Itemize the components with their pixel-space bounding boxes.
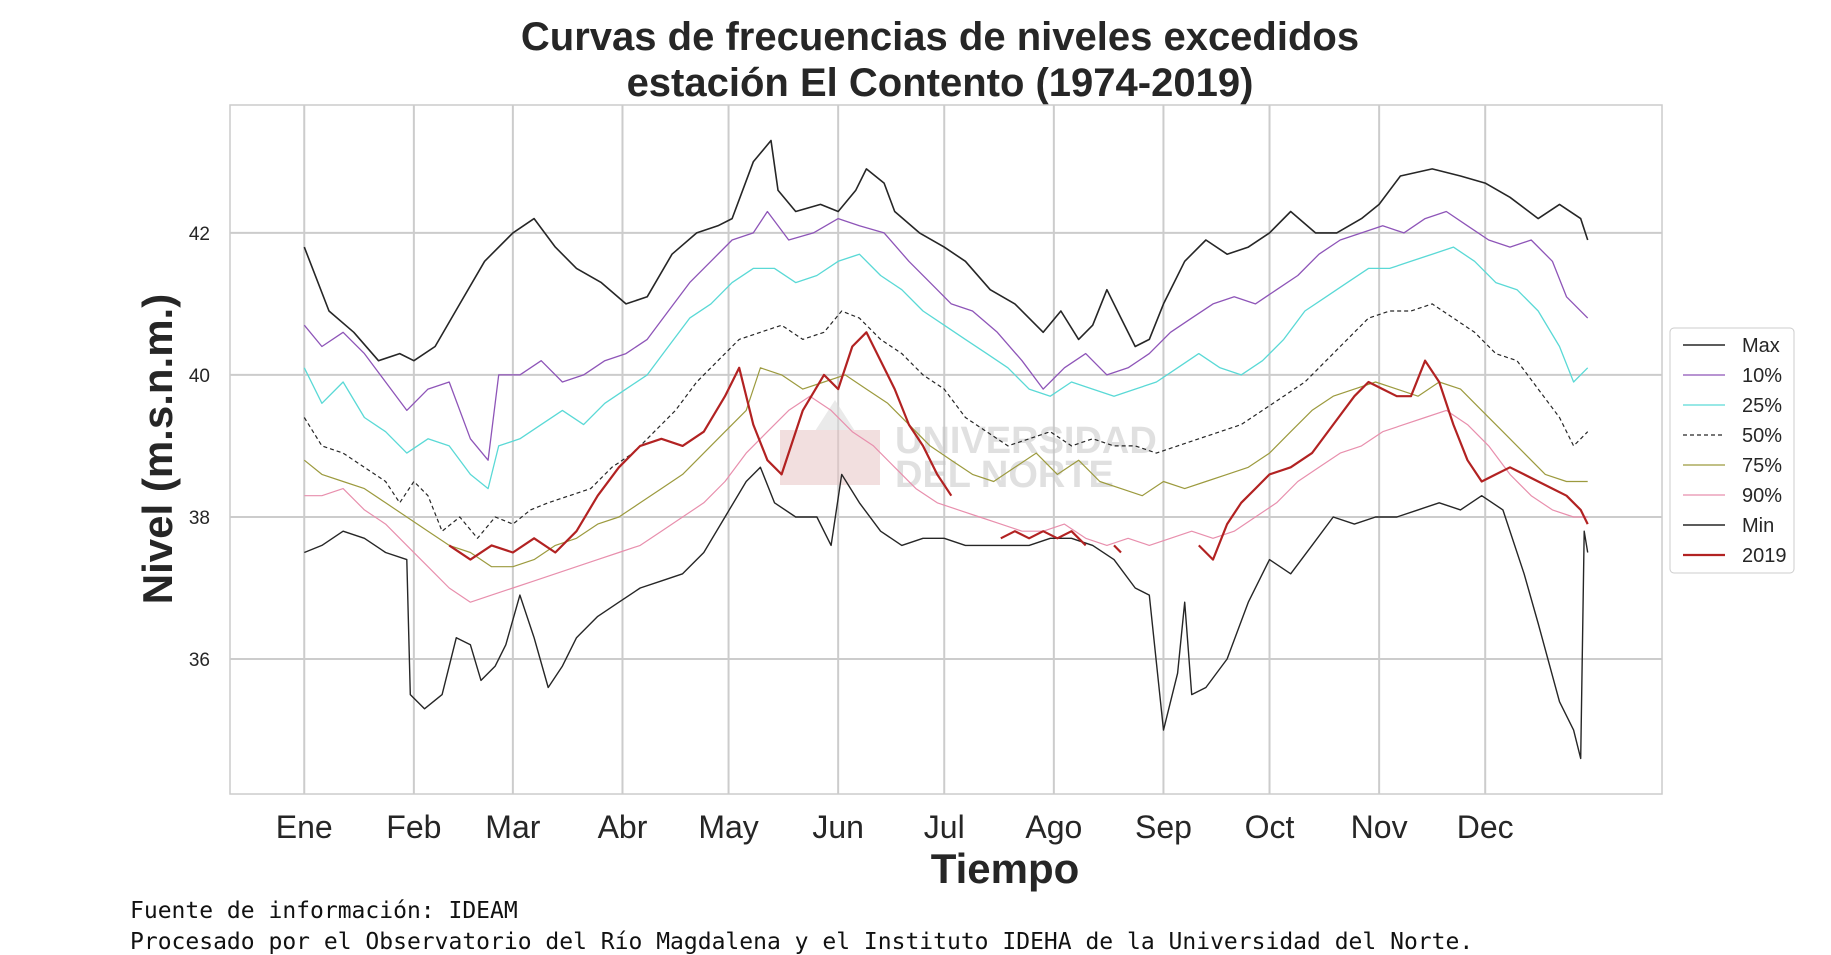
legend-label: Max bbox=[1742, 335, 1780, 357]
legend-label: 2019 bbox=[1742, 545, 1787, 567]
x-tick-label: Jul bbox=[924, 809, 965, 845]
footer-credits: Procesado por el Observatorio del Río Ma… bbox=[130, 929, 1474, 955]
x-tick-label: Nov bbox=[1351, 809, 1408, 845]
series-line-25pct bbox=[303, 246, 1589, 490]
y-tick-labels: 36 38 40 42 bbox=[189, 224, 210, 671]
chart-subtitle: estación El Contento (1974-2019) bbox=[627, 61, 1254, 105]
x-tick-label: Sep bbox=[1135, 809, 1192, 845]
x-tick-label: Mar bbox=[485, 809, 540, 845]
y-tick-label: 38 bbox=[189, 508, 210, 529]
chart-title: Curvas de frecuencias de niveles excedid… bbox=[521, 15, 1359, 59]
watermark-line1: UNIVERSIDAD bbox=[895, 420, 1157, 462]
watermark-logo-box bbox=[780, 430, 880, 485]
legend-box bbox=[1669, 327, 1795, 574]
legend-label: Min bbox=[1742, 515, 1774, 537]
x-tick-label: Ago bbox=[1025, 809, 1082, 845]
legend: Max 10% 25% 50% 75% 90% Min 2019 bbox=[1669, 327, 1795, 574]
legend-label: 25% bbox=[1742, 395, 1782, 417]
legend-label: 50% bbox=[1742, 425, 1782, 447]
legend-label: 90% bbox=[1742, 485, 1782, 507]
footer-source: Fuente de información: IDEAM bbox=[130, 898, 518, 924]
x-tick-label: May bbox=[698, 809, 758, 845]
x-tick-label: Abr bbox=[598, 809, 648, 845]
x-tick-label: Feb bbox=[386, 809, 441, 845]
series-lines bbox=[303, 139, 1589, 760]
series-line-2019-segment bbox=[1000, 530, 1087, 547]
series-line-2019-segment bbox=[1113, 544, 1122, 554]
series-line-50pct bbox=[303, 303, 1589, 539]
legend-label: 75% bbox=[1742, 455, 1782, 477]
series-line-min bbox=[304, 466, 1589, 760]
x-tick-label: Oct bbox=[1245, 809, 1295, 845]
series-line-90pct bbox=[304, 395, 1588, 603]
x-tick-label: Dec bbox=[1457, 809, 1514, 845]
series-line-2019-segment bbox=[1198, 359, 1589, 561]
series-line-2019 bbox=[448, 331, 953, 561]
x-axis-label: Tiempo bbox=[931, 845, 1080, 892]
y-axis-label: Nivel (m.s.n.m.) bbox=[134, 294, 181, 604]
x-tick-label: Jun bbox=[812, 809, 864, 845]
series-line-max bbox=[303, 139, 1589, 362]
y-tick-label: 42 bbox=[189, 224, 210, 245]
x-tick-labels: Ene Feb Mar Abr May Jun Jul Ago Sep Oct Nov Dec bbox=[276, 809, 1514, 845]
y-tick-label: 36 bbox=[189, 650, 210, 671]
legend-label: 10% bbox=[1742, 365, 1782, 387]
y-tick-label: 40 bbox=[189, 366, 210, 387]
series-line-10pct bbox=[303, 210, 1589, 461]
x-tick-label: Ene bbox=[276, 809, 333, 845]
